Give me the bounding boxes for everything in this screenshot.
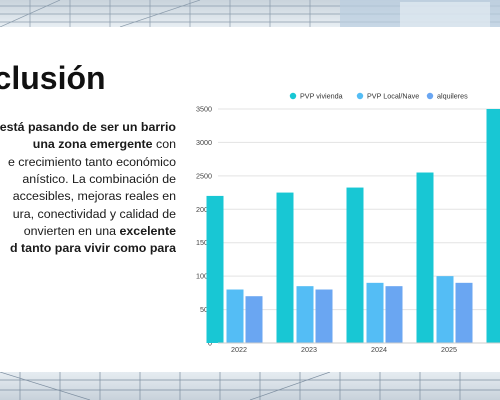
legend-label: alquileres xyxy=(437,92,468,101)
text: ura, conectividad y calidad de xyxy=(12,206,176,221)
y-tick-label: 2500 xyxy=(196,171,212,180)
bar-alquileres xyxy=(245,296,263,343)
x-tick-label: 2025 xyxy=(441,345,457,354)
blueprint-pattern-bottom xyxy=(0,372,500,400)
bar-pvp-local-nave xyxy=(296,286,314,343)
bar-alquileres xyxy=(455,282,473,343)
architecture-banner-top xyxy=(0,0,500,27)
legend-marker xyxy=(356,92,364,100)
x-tick-label: 2024 xyxy=(371,345,387,354)
bar-pvp-local-nave xyxy=(226,289,244,343)
bar-pvp-vivienda xyxy=(276,192,294,343)
text: con xyxy=(152,137,176,152)
y-tick-label: 1000 xyxy=(196,272,212,281)
paragraph-line: una zona emergente con xyxy=(33,136,176,153)
text: e crecimiento tanto económico xyxy=(7,154,176,169)
bar-alquileres xyxy=(315,289,333,343)
legend-label: PVP Local/Nave xyxy=(367,92,419,101)
y-tick-label: 3500 xyxy=(196,105,212,114)
bar-pvp-local-nave xyxy=(366,282,384,343)
paragraph-line: e crecimiento tanto económico xyxy=(8,154,176,171)
y-tick-label: 500 xyxy=(200,305,212,314)
bold-text: una zona emergente xyxy=(32,137,153,152)
paragraph-line: accesibles, mejoras reales en xyxy=(13,188,176,205)
price-bar-chart: 0500100015002000250030003500202220232024… xyxy=(196,92,500,354)
legend-marker xyxy=(426,92,434,100)
bold-text: está pasando de ser un barrio xyxy=(0,120,176,134)
paragraph-line: está pasando de ser un barrio xyxy=(0,119,176,136)
y-tick-label: 2000 xyxy=(196,205,212,214)
bar-pvp-vivienda xyxy=(416,172,434,343)
slide-title: nclusión xyxy=(0,60,106,96)
x-tick-label: 2023 xyxy=(301,345,317,354)
bold-text: d tanto para vivir como para xyxy=(10,241,176,256)
bar-pvp-vivienda xyxy=(346,187,364,343)
paragraph-line: d tanto para vivir como para xyxy=(10,240,176,257)
bar-pvp-local-nave xyxy=(436,276,454,343)
conclusion-paragraph: está pasando de ser un barrio una zona em… xyxy=(0,119,176,259)
legend-label: PVP vivienda xyxy=(300,92,343,101)
text: accesibles, mejoras reales en xyxy=(12,189,176,204)
paragraph-line: anístico. La combinación de xyxy=(22,171,176,188)
y-tick-label: 1500 xyxy=(196,238,212,247)
bar-pvp-vivienda xyxy=(206,195,224,343)
legend-marker xyxy=(289,92,297,100)
x-tick-label: 2022 xyxy=(231,345,247,354)
bold-text: excelente xyxy=(119,223,176,238)
bar-pvp-vivienda xyxy=(486,109,500,343)
text: anístico. La combinación de xyxy=(22,171,176,186)
text: onvierten en una xyxy=(23,223,120,238)
bar-alquileres xyxy=(385,286,403,343)
paragraph-line: onvierten en una excelente xyxy=(24,223,176,240)
architecture-banner-bottom xyxy=(0,372,500,400)
y-tick-label: 3000 xyxy=(196,138,212,147)
blueprint-pattern-top xyxy=(0,0,500,27)
paragraph-line: ura, conectividad y calidad de xyxy=(13,206,176,223)
